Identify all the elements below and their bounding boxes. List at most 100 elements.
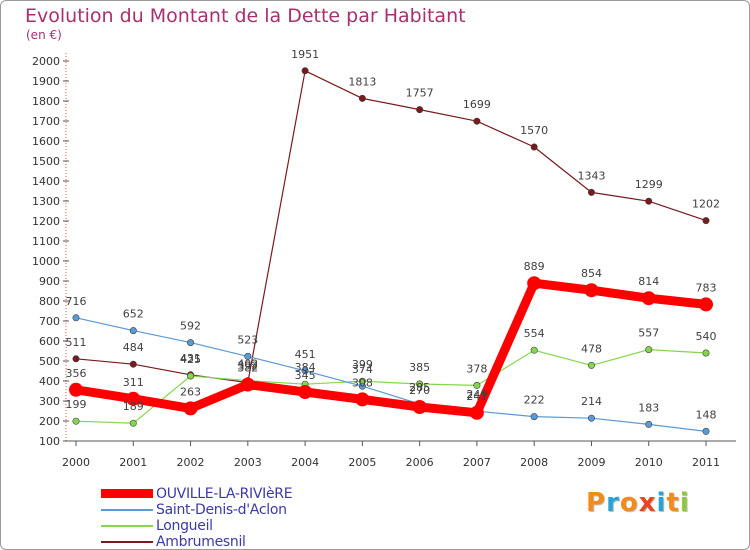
series-3-value-label: 270 [409,384,430,397]
chart-title: Evolution du Montant de la Dette par Hab… [25,5,466,27]
series-2-point [587,414,595,422]
data-labels: 511 484 431 392 1951 1813 1757 1699 1570 1343 1299… [66,48,721,422]
series-3-value-label: 263 [180,385,201,398]
logo-letter: P [586,488,607,518]
y-tick-label: 1700 [32,115,60,128]
series-0-point [129,360,137,368]
series-3-point [699,297,713,312]
y-tick-label: 800 [39,295,60,308]
y-tick-label: 100 [39,435,60,448]
y-tick-label: 1000 [32,255,60,268]
y-tick-label: 1300 [32,195,60,208]
x-tick-label: 2009 [577,456,605,469]
series-0-point [645,197,653,205]
legend-swatch-ouville [101,489,153,498]
series-2-value-label: 222 [524,394,545,407]
series-1-value-label: 402 [237,358,258,371]
series-2-point [72,314,80,322]
series-2-value-label: 285 [409,381,430,394]
series-0-value-label: 1951 [291,48,319,61]
series-layer [69,67,713,435]
series-1-value-label: 478 [581,342,602,355]
series-0-point [702,217,710,225]
series-0-point [72,355,80,363]
series-3-point [240,377,255,392]
series-3-value-label: 814 [638,275,659,288]
series-0-point [473,117,481,125]
series-0-value-label: 1813 [348,75,376,88]
series-0-point [587,188,595,196]
series-0-value-label: 1757 [406,87,434,100]
series-2-value-label: 592 [180,320,201,333]
x-tick-label: 2002 [177,456,205,469]
x-tick-label: 2008 [520,456,548,469]
series-3-point [641,291,656,306]
series-3-point [183,401,198,416]
series-1-value-label: 554 [524,327,545,340]
logo-letter: i [679,488,690,518]
x-tick-label: 2005 [348,456,376,469]
series-0-point [416,106,424,114]
legend-label-saint-denis: Saint-Denis-d'Aclon [156,502,287,518]
y-tick-label: 1100 [32,235,60,248]
legend-label-longueil: Longueil [156,518,213,534]
series-3-point [69,382,83,397]
series-1-value-label: 557 [638,327,659,340]
series-2-value-label: 716 [66,295,87,308]
series-1-value-label: 425 [180,353,201,366]
x-tick-label: 2011 [692,456,720,469]
x-tick-label: 2003 [234,456,262,469]
y-tick-label: 500 [39,355,60,368]
logo-letter: t [666,488,680,518]
series-3-point [412,400,427,414]
series-3-value-label: 345 [295,369,316,382]
y-tick-label: 700 [39,315,60,328]
series-2-value-label: 451 [295,348,316,361]
legend-swatch-longueil [101,525,153,527]
logo-letter: o [619,488,639,518]
proxiti-logo: Proxiti [586,488,690,518]
series-1-point [72,417,80,425]
series-0-value-label: 1343 [577,169,605,182]
series-1-value-label: 540 [696,330,717,343]
series-1-point [129,419,137,427]
series-2-point [358,382,366,390]
series-2-value-label: 374 [352,363,373,376]
series-3-point [355,392,370,407]
series-2-value-label: 148 [696,408,717,421]
series-0-point [301,67,309,75]
series-1-value-label: 378 [466,362,487,375]
y-tick-label: 1600 [32,135,60,148]
y-tick-label: 1500 [32,155,60,168]
x-tick-label: 2000 [62,456,90,469]
series-1-point [187,372,195,380]
y-tick-label: 1900 [32,75,60,88]
series-2-value-label: 652 [123,308,144,321]
series-0-value-label: 511 [66,336,87,349]
series-0-value-label: 431 [180,352,201,365]
x-tick-label: 2010 [635,456,663,469]
series-2-value-label: 183 [638,401,659,414]
series-1-line [75,349,707,424]
series-0-value-label: 1699 [463,98,491,111]
series-1-value-label: 399 [352,358,373,371]
series-2-point [702,427,710,435]
series-1-value-label: 199 [66,398,87,411]
series-2-point [530,413,538,421]
series-3-value-label: 783 [696,281,717,294]
series-3-value-label: 889 [524,260,545,273]
legend-swatch-ambrumesnil [101,541,153,543]
x-tick-label: 2001 [119,456,147,469]
series-3-point [298,385,313,399]
series-2-point [301,367,309,375]
series-1-value-label: 385 [409,361,430,374]
y-tick-label: 600 [39,335,60,348]
series-3-value-label: 854 [581,267,602,280]
series-1-point [416,380,424,388]
y-tick-label: 2000 [32,55,60,68]
series-0-value-label: 1570 [520,124,548,137]
series-3-value-label: 382 [237,362,258,375]
series-0-value-label: 1202 [692,198,720,211]
